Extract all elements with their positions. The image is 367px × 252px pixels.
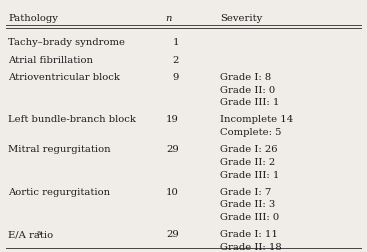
Text: 19: 19 xyxy=(166,115,179,124)
Text: Grade I: 7: Grade I: 7 xyxy=(220,187,271,196)
Text: 1: 1 xyxy=(172,38,179,47)
Text: 9: 9 xyxy=(172,73,179,82)
Text: Grade I: 26: Grade I: 26 xyxy=(220,145,277,154)
Text: Grade III: 0: Grade III: 0 xyxy=(220,212,279,221)
Text: Grade II: 0: Grade II: 0 xyxy=(220,85,275,94)
Text: Grade III: 1: Grade III: 1 xyxy=(220,98,279,107)
Text: Grade II: 18: Grade II: 18 xyxy=(220,242,282,251)
Text: Grade II: 3: Grade II: 3 xyxy=(220,200,275,209)
Text: Aortic regurgitation: Aortic regurgitation xyxy=(8,187,110,196)
Text: Left bundle-branch block: Left bundle-branch block xyxy=(8,115,136,124)
Text: Incomplete 14: Incomplete 14 xyxy=(220,115,293,124)
Text: E/A ratio: E/A ratio xyxy=(8,230,53,239)
Text: Grade II: 2: Grade II: 2 xyxy=(220,158,275,166)
Text: Grade I: 8: Grade I: 8 xyxy=(220,73,271,82)
Text: Mitral regurgitation: Mitral regurgitation xyxy=(8,145,110,154)
Text: 29: 29 xyxy=(166,230,179,239)
Text: Grade III: 1: Grade III: 1 xyxy=(220,170,279,179)
Text: Atrioventricular block: Atrioventricular block xyxy=(8,73,120,82)
Text: a: a xyxy=(36,229,41,237)
Text: Atrial fibrillation: Atrial fibrillation xyxy=(8,55,93,64)
Text: 2: 2 xyxy=(172,55,179,64)
Text: Grade I: 11: Grade I: 11 xyxy=(220,230,278,239)
Text: 29: 29 xyxy=(166,145,179,154)
Text: 10: 10 xyxy=(166,187,179,196)
Text: Tachy–brady syndrome: Tachy–brady syndrome xyxy=(8,38,125,47)
Text: Pathology: Pathology xyxy=(8,14,58,23)
Text: Severity: Severity xyxy=(220,14,262,23)
Text: n: n xyxy=(166,14,172,23)
Text: Complete: 5: Complete: 5 xyxy=(220,128,281,137)
